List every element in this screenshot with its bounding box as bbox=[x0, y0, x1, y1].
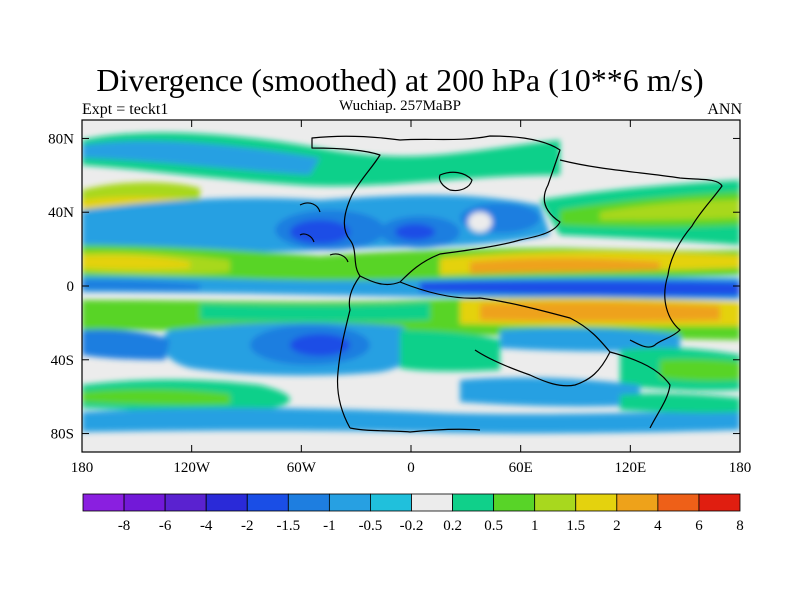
coastlines bbox=[299, 135, 723, 433]
colorbar-swatch bbox=[616, 493, 659, 512]
colorbar-label: -1 bbox=[323, 518, 336, 534]
colorbar-label: 1.5 bbox=[566, 518, 585, 534]
colorbar-swatch bbox=[328, 493, 371, 512]
y-tick-label: 0 bbox=[67, 279, 75, 295]
y-tick-label: 80N bbox=[48, 131, 74, 147]
y-tick-label: 80S bbox=[51, 427, 74, 443]
x-tick-label: 60E bbox=[509, 460, 533, 476]
colorbar-swatch bbox=[575, 493, 618, 512]
x-tick-label: 60W bbox=[287, 460, 317, 476]
y-tick-label: 40S bbox=[51, 353, 74, 369]
colorbar-swatch bbox=[287, 493, 330, 512]
colorbar-swatch bbox=[205, 493, 248, 512]
colorbar-swatch bbox=[657, 493, 700, 512]
x-tick-label: 120E bbox=[614, 460, 646, 476]
season-label: ANN bbox=[707, 101, 742, 118]
colorbar-label: -6 bbox=[159, 518, 172, 534]
colorbar-label: -8 bbox=[118, 518, 131, 534]
colorbar-swatch bbox=[493, 493, 536, 512]
period-label: Wuchiap. 257MaBP bbox=[339, 98, 461, 114]
colorbar-label: 6 bbox=[695, 518, 703, 534]
colorbar-label: -4 bbox=[200, 518, 213, 534]
colorbar-label: -2 bbox=[241, 518, 254, 534]
colorbar-swatch bbox=[164, 493, 207, 512]
x-tick-label: 180 bbox=[71, 460, 94, 476]
colorbar-label: -0.5 bbox=[359, 518, 383, 534]
y-tick-label: 40N bbox=[48, 205, 74, 221]
map-title: Divergence (smoothed) at 200 hPa (10**6 … bbox=[96, 62, 704, 98]
colorbar-swatch bbox=[452, 493, 495, 512]
colorbar-label: 4 bbox=[654, 518, 662, 534]
colorbar-label: 2 bbox=[613, 518, 621, 534]
colorbar-swatch bbox=[246, 493, 289, 512]
colorbar-label: 0.5 bbox=[484, 518, 503, 534]
y-axis-ticks: 80N 40N 0 40S 80S bbox=[48, 131, 740, 443]
colorbar-label: -0.2 bbox=[400, 518, 424, 534]
x-axis-ticks: 180 120W 60W 0 60E 120E 180 bbox=[71, 120, 752, 476]
colorbar-swatch bbox=[370, 493, 412, 512]
colorbar-label: 0.2 bbox=[443, 518, 462, 534]
colorbar-swatch bbox=[411, 493, 453, 512]
colorbar-swatch bbox=[534, 493, 577, 512]
colorbar-swatch bbox=[123, 493, 166, 512]
colorbar-label: 8 bbox=[736, 518, 744, 534]
x-tick-label: 0 bbox=[407, 460, 415, 476]
colorbar-swatch bbox=[698, 493, 741, 512]
experiment-label: Expt = teckt1 bbox=[82, 101, 169, 118]
colorbar-label: -1.5 bbox=[276, 518, 300, 534]
colorbar: -8 -6 -4 -2 -1.5 -1 -0.5 -0.2 0.2 0.5 1 1.5 2 4 6 8 bbox=[82, 493, 744, 534]
x-tick-label: 180 bbox=[729, 460, 752, 476]
colorbar-label: 1 bbox=[531, 518, 539, 534]
colorbar-swatch bbox=[82, 493, 125, 512]
x-tick-label: 120W bbox=[173, 460, 211, 476]
field-layer bbox=[82, 120, 740, 452]
